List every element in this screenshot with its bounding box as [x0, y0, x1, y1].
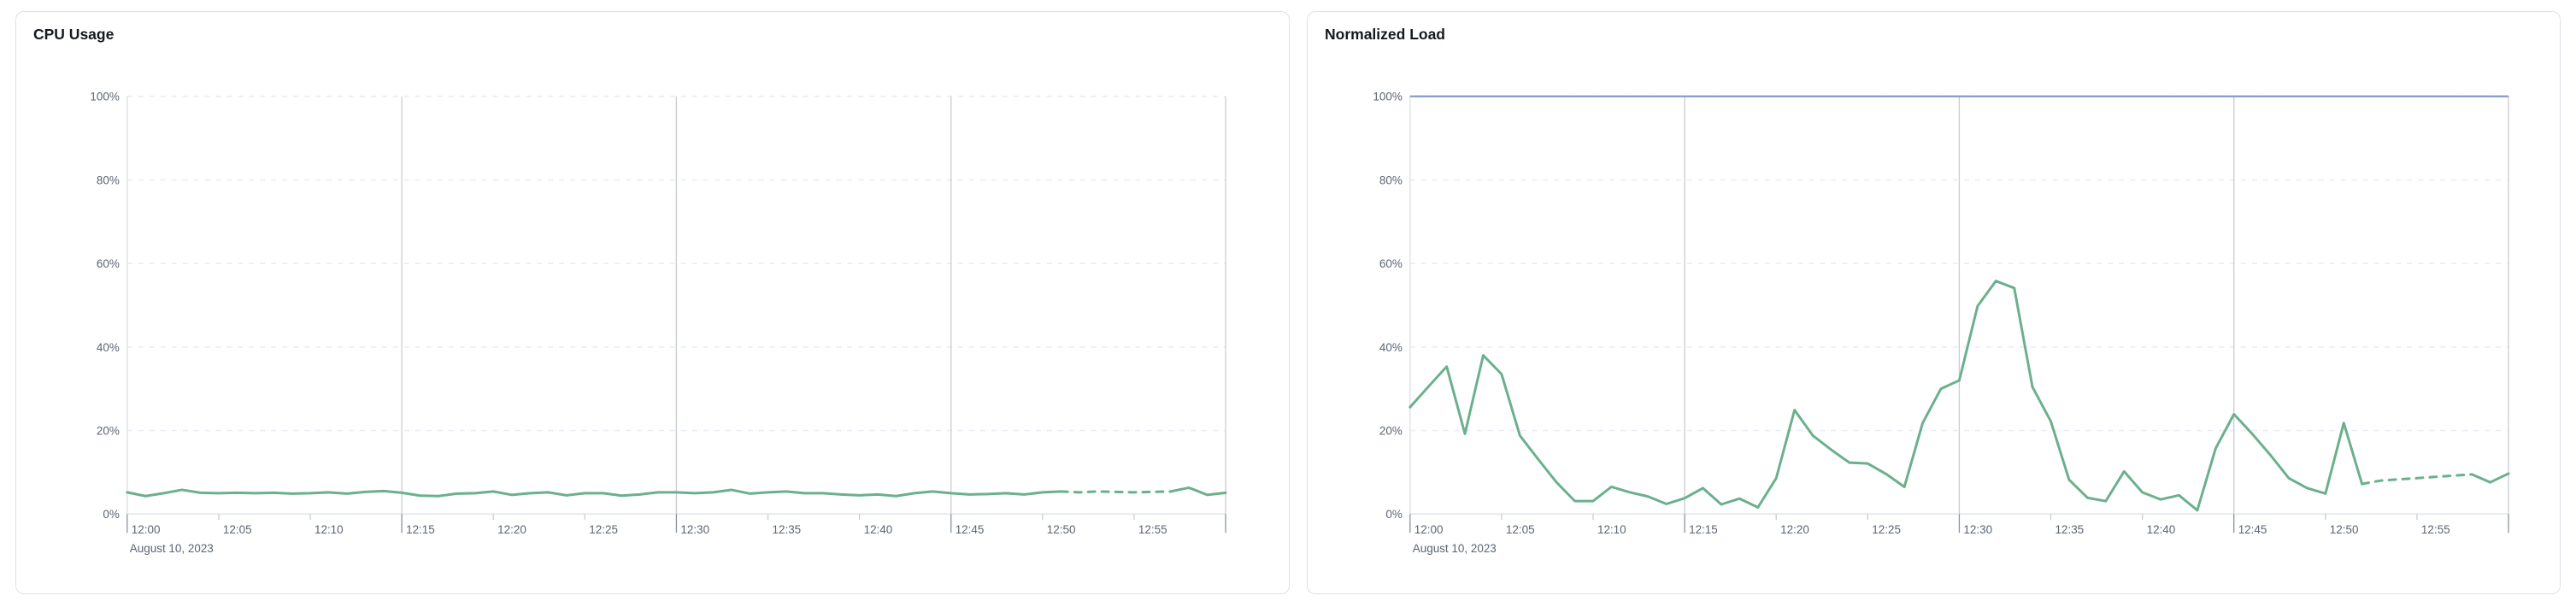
y-tick-label: 100%: [1373, 91, 1402, 103]
normalized-load-line-forecast: [2361, 473, 2473, 486]
y-tick-label: 100%: [90, 91, 119, 103]
cpu-usage-panel: 12:00 12:05 12:10 12:15 12:20 12:25 12:30 12:35…: [15, 11, 1290, 594]
normalized-load-line: [2470, 472, 2510, 484]
normalized-load-chart[interactable]: 12:00 12:05 12:10 12:15 12:20 12:25 12:30 12:35…: [1308, 12, 2560, 593]
x-tick-label: 12:10: [1597, 523, 1626, 536]
x-tick-label: 12:40: [2147, 523, 2176, 536]
x-tick-label: 12:05: [1506, 523, 1535, 536]
x-axis-date-label: August 10, 2023: [130, 542, 214, 555]
x-tick-label: 12:25: [1872, 523, 1901, 536]
x-tick-label: 12:45: [2238, 523, 2267, 536]
x-tick-label: 12:55: [2421, 523, 2450, 536]
x-tick-label: 12:20: [1780, 523, 1809, 536]
x-tick-label: 12:00: [1414, 523, 1444, 536]
y-tick-label: 20%: [1379, 425, 1403, 438]
x-tick-label: 12:25: [589, 523, 618, 536]
y-tick-label: 60%: [97, 257, 120, 270]
y-tick-label: 20%: [97, 425, 120, 438]
x-tick-label: 12:50: [2330, 523, 2359, 536]
x-axis-date-label: August 10, 2023: [1413, 542, 1497, 555]
normalized-load-panel: 12:00 12:05 12:10 12:15 12:20 12:25 12:30 12:35…: [1307, 11, 2561, 594]
x-tick-label: 12:50: [1047, 523, 1076, 536]
y-tick-label: 60%: [1379, 257, 1403, 270]
y-tick-label: 0%: [103, 508, 119, 521]
normalized-load-line: [1409, 280, 2364, 512]
y-tick-label: 0%: [1385, 508, 1402, 521]
y-tick-label: 40%: [97, 341, 120, 354]
cpu-usage-chart[interactable]: 12:00 12:05 12:10 12:15 12:20 12:25 12:30 12:35…: [16, 12, 1289, 593]
y-tick-label: 80%: [1379, 174, 1403, 186]
x-tick-label: 12:15: [406, 523, 435, 536]
cpu-usage-line: [126, 488, 1062, 498]
x-tick-label: 12:35: [2055, 523, 2084, 536]
x-tick-label: 12:40: [864, 523, 893, 536]
x-tick-label: 12:20: [497, 523, 526, 536]
x-tick-label: 12:15: [1689, 523, 1718, 536]
x-tick-label: 12:00: [132, 523, 161, 536]
x-tick-label: 12:30: [680, 523, 709, 536]
y-tick-label: 40%: [1379, 341, 1403, 354]
x-tick-label: 12:30: [1963, 523, 1992, 536]
x-tick-label: 12:45: [956, 523, 985, 536]
x-tick-label: 12:55: [1138, 523, 1167, 536]
cpu-usage-title: CPU Usage: [33, 26, 115, 43]
normalized-load-title: Normalized Load: [1325, 26, 1445, 43]
y-tick-label: 80%: [97, 174, 120, 186]
x-tick-label: 12:05: [223, 523, 252, 536]
x-tick-label: 12:10: [315, 523, 344, 536]
x-tick-label: 12:35: [773, 523, 802, 536]
cpu-usage-line: [1169, 486, 1227, 497]
